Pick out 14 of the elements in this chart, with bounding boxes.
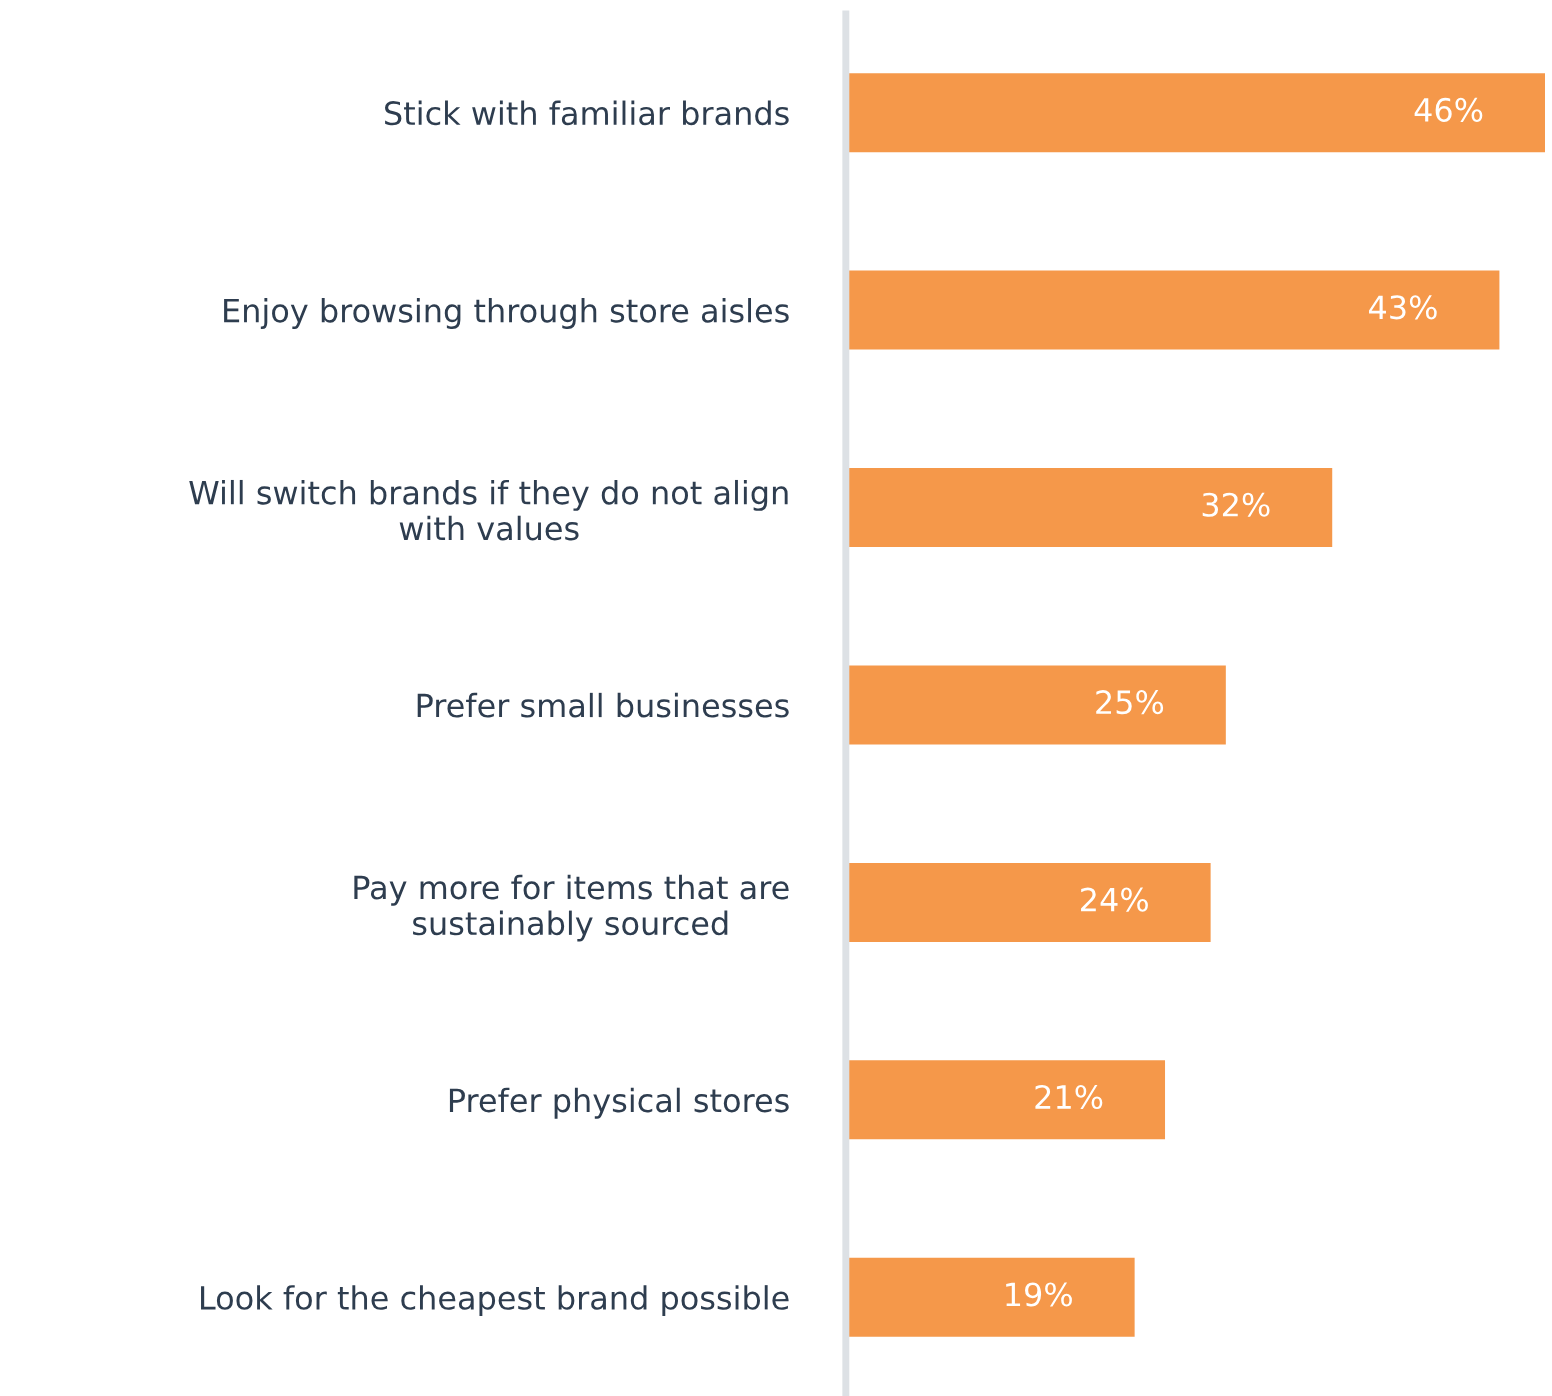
data-label: 46%: [1414, 97, 1483, 122]
data-label: 25%: [1096, 690, 1164, 715]
y-tick-label: Will switch brands if they do not align with values: [189, 479, 788, 541]
data-label: 32%: [1202, 492, 1270, 517]
data-label: 19%: [1006, 1282, 1072, 1307]
data-label: 21%: [1035, 1084, 1103, 1110]
y-tick-label: Pay more for items that are sustainably sourced: [354, 874, 789, 942]
y-tick-label: Look for the cheapest brand possible: [201, 1285, 789, 1317]
data-label: 43%: [1369, 295, 1437, 320]
y-tick-label: Enjoy browsing through store aisles: [224, 297, 789, 329]
y-tick-label: Prefer physical stores: [449, 1087, 789, 1119]
y-tick-label: Stick with familiar brands: [385, 100, 789, 126]
y-tick-label: Prefer small businesses: [417, 692, 789, 718]
data-label: 24%: [1081, 887, 1148, 912]
